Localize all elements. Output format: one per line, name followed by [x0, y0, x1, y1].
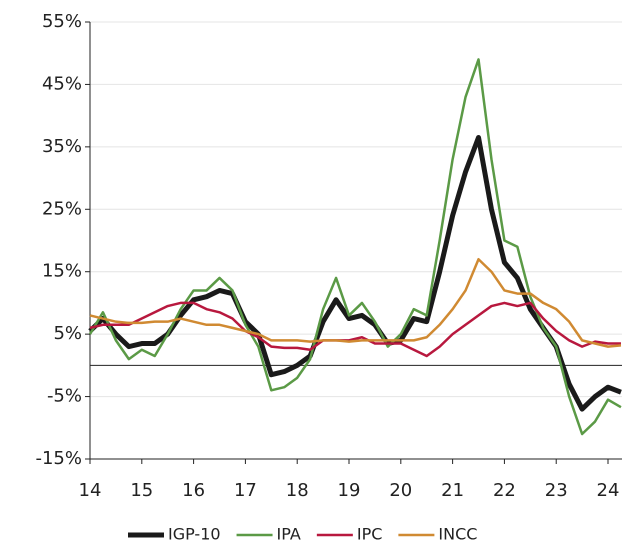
x-tick-label: 16 — [182, 480, 205, 501]
x-tick-label: 22 — [493, 480, 516, 501]
legend-label: IPC — [357, 525, 383, 544]
y-tick-label: -5% — [47, 386, 82, 407]
y-tick-label: 5% — [53, 323, 82, 344]
x-tick-label: 19 — [338, 480, 361, 501]
y-tick-label: 15% — [42, 261, 82, 282]
series-line — [89, 301, 621, 358]
y-tick-label: 45% — [42, 73, 82, 94]
x-tick-label: 23 — [545, 480, 568, 501]
series-line — [88, 134, 622, 412]
y-tick-label: 35% — [42, 136, 82, 157]
legend-label: IGP-10 — [168, 525, 221, 544]
x-tick-label: 14 — [79, 480, 102, 501]
x-tick-label: 17 — [234, 480, 257, 501]
x-tick-label: 24 — [597, 480, 620, 501]
x-tick-label: 21 — [441, 480, 464, 501]
y-tick-label: 25% — [42, 198, 82, 219]
x-tick-label: 20 — [389, 480, 412, 501]
series-line — [89, 257, 622, 348]
x-tick-label: 18 — [286, 480, 309, 501]
y-tick-label: 55% — [42, 11, 82, 32]
legend-label: IPA — [277, 525, 301, 544]
series-line — [88, 58, 622, 436]
y-tick-label: -15% — [35, 448, 82, 469]
legend-label: INCC — [438, 525, 477, 544]
x-tick-label: 15 — [130, 480, 153, 501]
